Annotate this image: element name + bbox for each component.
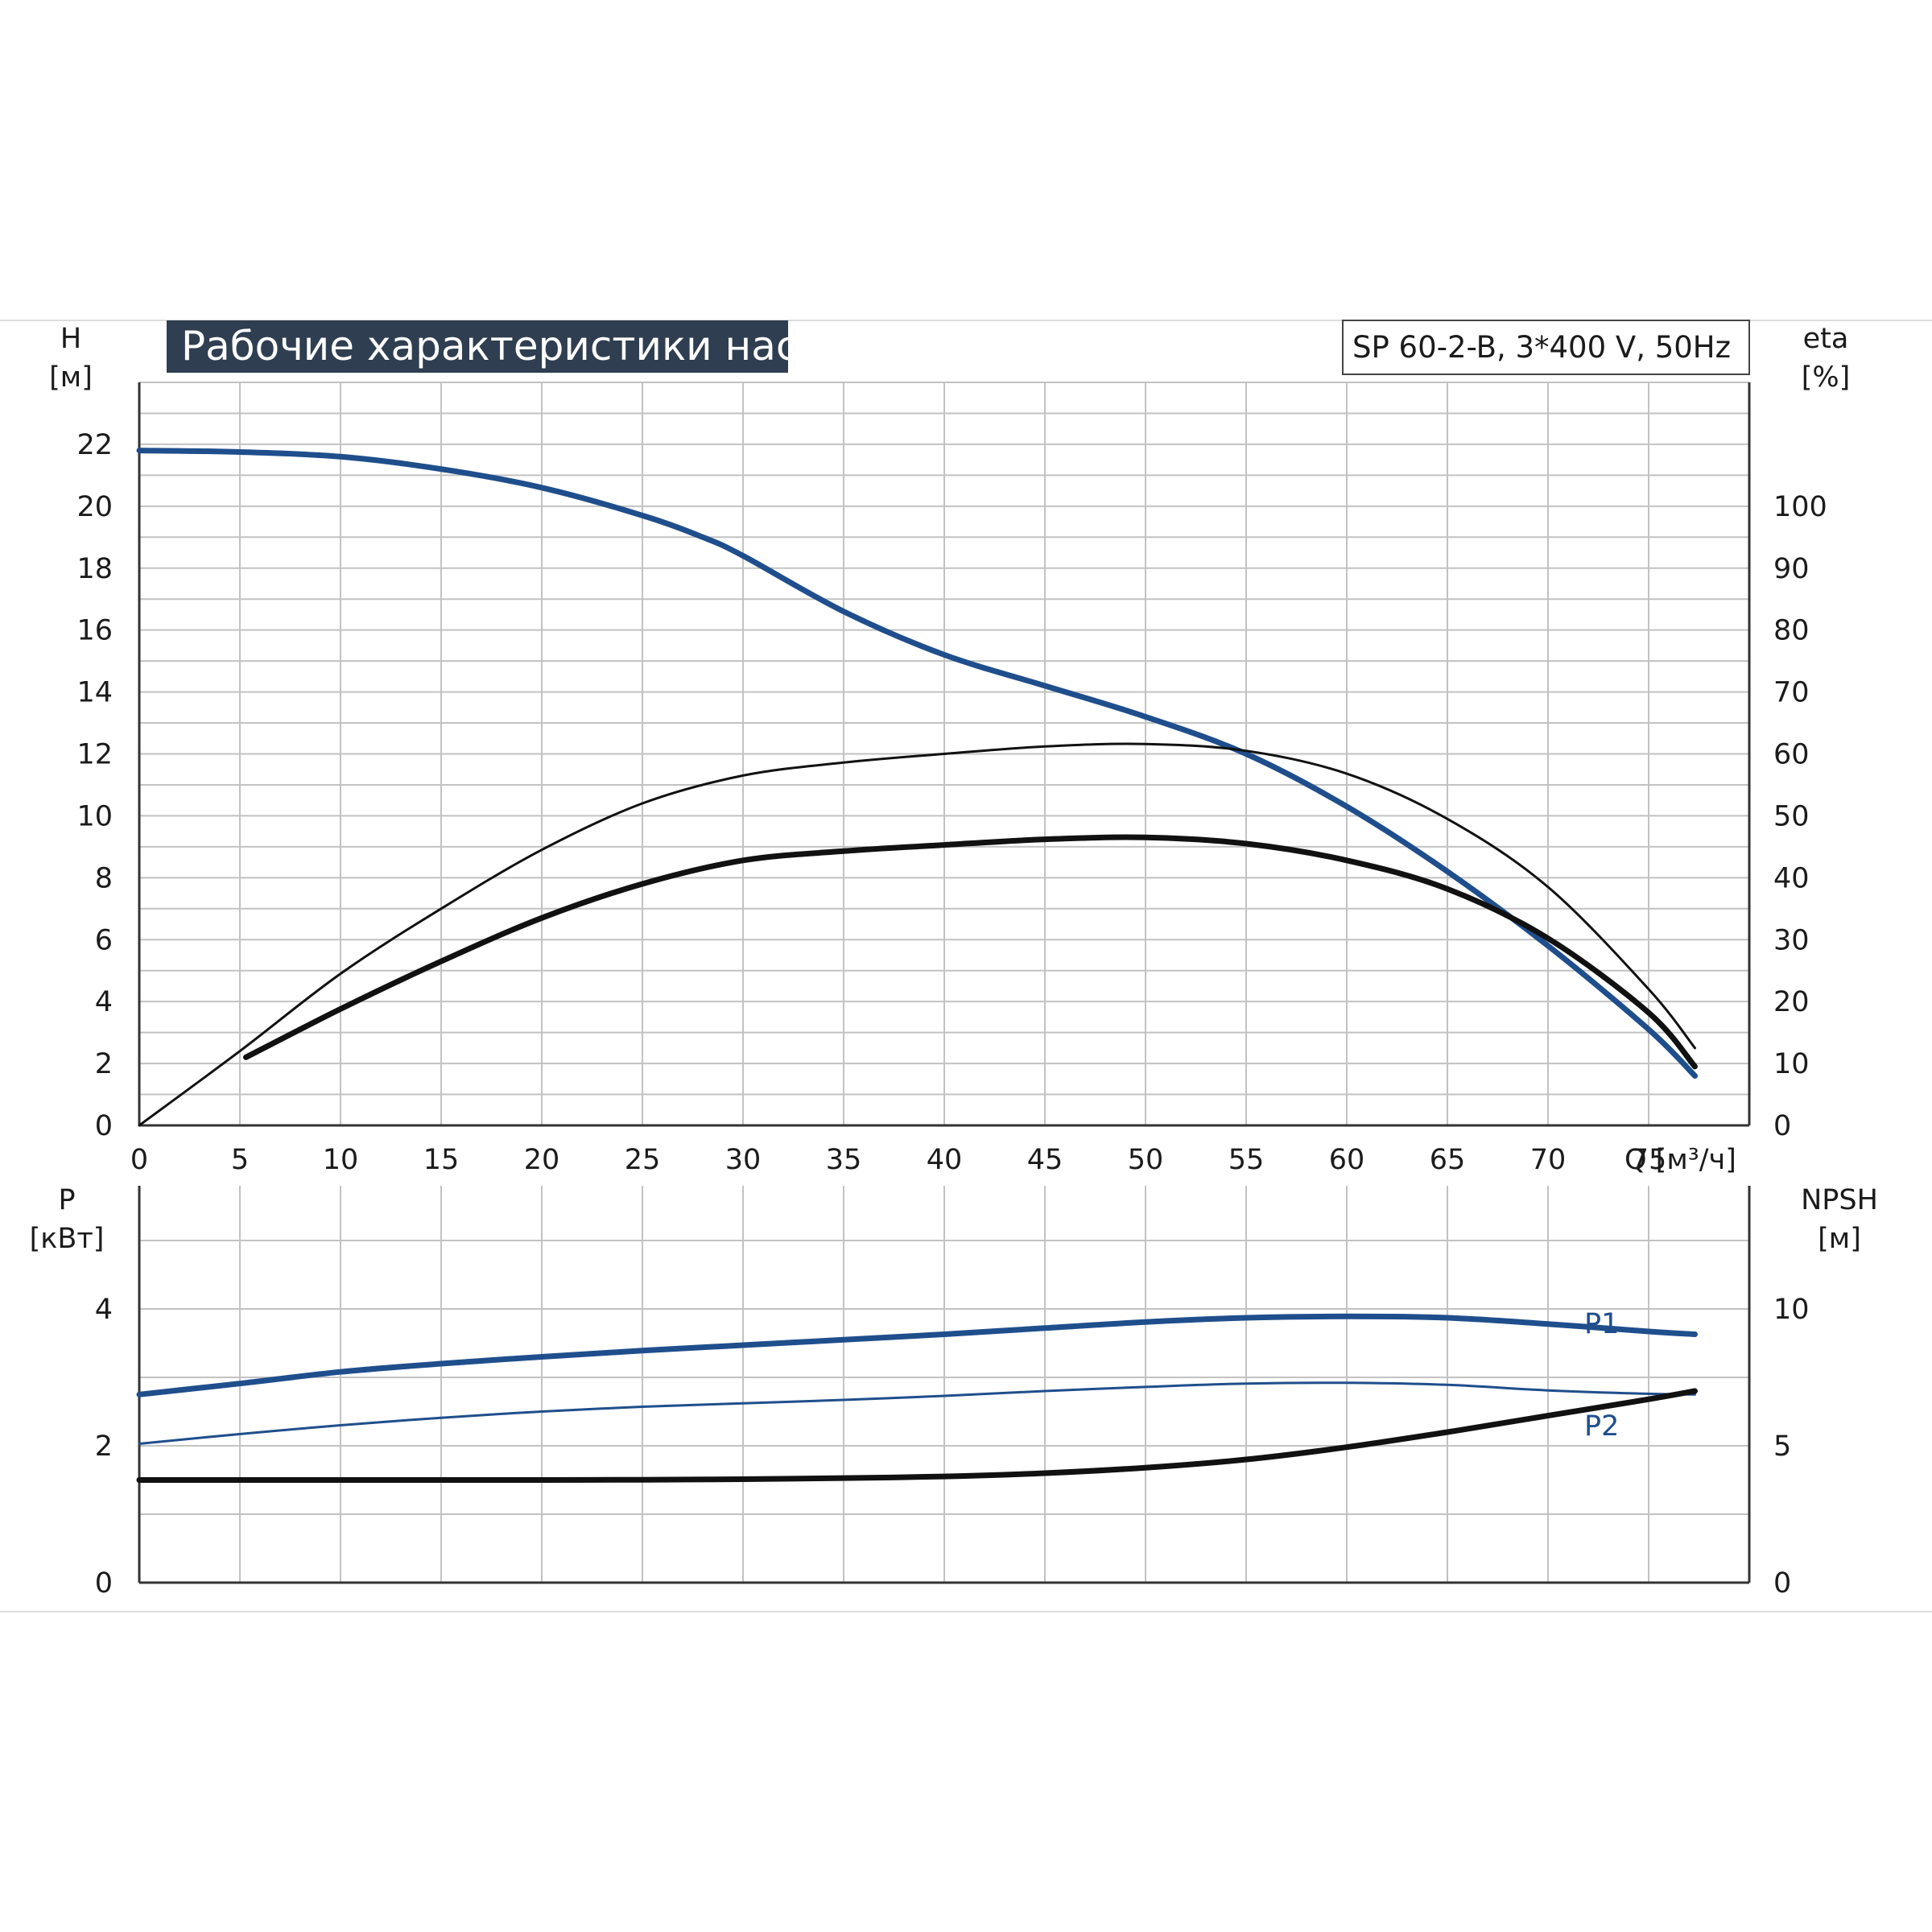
x-tick-label: 25 — [625, 1144, 661, 1176]
x-tick-label: 40 — [927, 1144, 963, 1176]
lower-grid — [138, 1186, 1751, 1584]
p-axis-label: P — [58, 1184, 75, 1216]
p1-series-label: P1 — [1584, 1308, 1619, 1340]
p-axis-unit: [кВт] — [30, 1223, 105, 1255]
eta-tick-label: 90 — [1773, 553, 1810, 585]
npsh-curve — [136, 1388, 1698, 1484]
h-tick-label: 18 — [76, 553, 113, 585]
p-tick-label: 4 — [95, 1294, 113, 1326]
x-tick-label: 0 — [130, 1144, 148, 1176]
eta-tick-label: 60 — [1773, 739, 1810, 771]
eta-tick-label: 30 — [1773, 924, 1810, 956]
chart-title: Рабочие характеристики насоса — [181, 323, 869, 369]
eta-tick-label: 10 — [1773, 1048, 1810, 1080]
h-tick-label: 12 — [76, 739, 113, 771]
title-background — [167, 320, 788, 373]
h-tick-label: 2 — [95, 1048, 113, 1080]
x-tick-label: 5 — [231, 1144, 249, 1176]
x-tick-label: 20 — [524, 1144, 560, 1176]
efficiency-curve-thick — [243, 834, 1698, 1070]
x-tick-label: 45 — [1027, 1144, 1063, 1176]
eta-axis-unit: [%] — [1802, 361, 1851, 394]
p2-series-label: P2 — [1584, 1410, 1619, 1443]
h-tick-label: 20 — [76, 491, 113, 523]
h-tick-label: 8 — [95, 862, 113, 894]
x-tick-label: 70 — [1530, 1144, 1567, 1176]
eta-tick-label: 100 — [1773, 491, 1827, 523]
p1-curve — [136, 1313, 1698, 1397]
eta-tick-label: 40 — [1773, 862, 1810, 894]
h-axis-label: H — [60, 323, 81, 355]
eta-tick-label: 20 — [1773, 986, 1810, 1018]
model-label: SP 60-2-B, 3*400 V, 50Hz — [1352, 330, 1731, 365]
q-axis-label: Q [м³/ч] — [1624, 1144, 1736, 1176]
curves — [136, 448, 1698, 1484]
h-axis-unit: [м] — [49, 361, 93, 394]
h-tick-label: 14 — [76, 677, 113, 709]
h-tick-label: 16 — [76, 615, 113, 647]
eta-axis-label: eta — [1803, 323, 1849, 355]
h-tick-label: 6 — [95, 924, 113, 956]
npsh-axis-unit: [м] — [1818, 1223, 1861, 1255]
eta-tick-label: 80 — [1773, 615, 1810, 647]
eta-tick-label: 0 — [1773, 1110, 1791, 1142]
x-tick-label: 75 — [1631, 1144, 1667, 1176]
p2-curve — [138, 1381, 1696, 1445]
efficiency-curve-thin — [138, 742, 1696, 1127]
x-tick-label: 55 — [1228, 1144, 1265, 1176]
h-tick-label: 4 — [95, 986, 113, 1018]
npsh-tick-label: 5 — [1773, 1430, 1791, 1463]
x-tick-label: 60 — [1329, 1144, 1365, 1176]
npsh-tick-label: 0 — [1773, 1567, 1791, 1600]
upper-grid — [138, 382, 1751, 1127]
x-tick-label: 30 — [725, 1144, 762, 1176]
model-box — [1342, 320, 1750, 375]
eta-tick-label: 50 — [1773, 800, 1810, 832]
x-tick-label: 15 — [423, 1144, 460, 1176]
x-tick-label: 65 — [1430, 1144, 1466, 1176]
tick-labels: 0 5 10 15 20 25 30 35 40 45 50 55 60 65 70 750246810121… — [76, 429, 1827, 1600]
x-tick-label: 35 — [826, 1144, 862, 1176]
npsh-axis-label: NPSH — [1801, 1184, 1878, 1216]
x-tick-label: 10 — [323, 1144, 359, 1176]
npsh-tick-label: 10 — [1773, 1294, 1810, 1326]
h-tick-label: 10 — [76, 800, 113, 832]
eta-tick-label: 70 — [1773, 677, 1810, 709]
p-tick-label: 2 — [95, 1430, 113, 1463]
head-curve — [136, 448, 1698, 1079]
x-tick-label: 50 — [1128, 1144, 1164, 1176]
h-tick-label: 22 — [76, 429, 113, 461]
p-tick-label: 0 — [95, 1567, 113, 1600]
h-tick-label: 0 — [95, 1110, 113, 1142]
